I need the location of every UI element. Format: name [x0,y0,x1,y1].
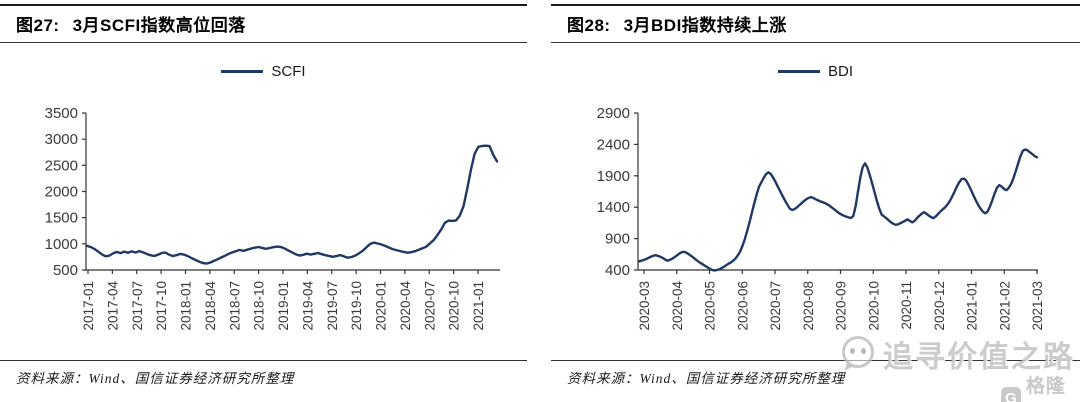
svg-text:2020-07: 2020-07 [422,281,437,331]
fig27-title: 图27: 3月SCFI指数高位回落 [16,11,246,36]
fig28-number: 图28: [567,16,611,35]
legend-line-icon [777,70,820,73]
svg-text:2018-07: 2018-07 [227,281,242,331]
svg-text:3500: 3500 [45,105,78,122]
svg-text:1500: 1500 [45,210,78,227]
bdi-line-chart: 400 900 1400 1900 2400 2900 2020-03 2020-04 2020… [597,105,1045,331]
title-underline-rule [551,42,1080,43]
svg-text:2017-07: 2017-07 [130,281,145,331]
scfi-legend-label: SCFI [271,63,306,80]
svg-text:3000: 3000 [45,131,78,148]
svg-text:2020-03: 2020-03 [637,281,652,331]
fig28-title: 图28: 3月BDI指数持续上涨 [567,11,787,36]
svg-text:2400: 2400 [597,136,630,153]
svg-text:2018-10: 2018-10 [252,281,267,331]
svg-text:400: 400 [605,262,630,279]
bdi-chart-area: 400 900 1400 1900 2400 2900 2020-03 2020-04 2020… [551,100,1080,358]
top-rule [0,4,527,6]
svg-text:2021-01: 2021-01 [471,281,486,331]
svg-text:2020-04: 2020-04 [670,281,685,331]
svg-text:2021-02: 2021-02 [997,281,1012,331]
svg-text:2019-10: 2019-10 [349,281,364,331]
svg-text:2020-12: 2020-12 [932,281,947,331]
gelonghui-g-icon: G [1001,387,1021,402]
panel-bdi: 图28: 3月BDI指数持续上涨 BDI 400 900 1400 1900 2400 29… [551,0,1080,402]
svg-text:2020-08: 2020-08 [801,281,816,331]
svg-text:2017-01: 2017-01 [81,281,96,331]
scfi-line-chart: 500 1000 1500 2000 2500 3000 3500 2017-01 2017-0… [45,105,500,331]
svg-text:900: 900 [605,231,630,248]
svg-text:2021-03: 2021-03 [1030,281,1045,331]
svg-text:2019-07: 2019-07 [325,281,340,331]
svg-text:2017-04: 2017-04 [105,281,120,331]
panel-scfi: 图27: 3月SCFI指数高位回落 SCFI 500 1000 1500 2000 250… [0,0,527,402]
legend-line-icon [221,70,264,73]
fig28-title-text: 3月BDI指数持续上涨 [623,16,787,35]
svg-text:2020-10: 2020-10 [447,281,462,331]
scfi-legend: SCFI [0,63,527,80]
bottom-rule [551,360,1080,361]
fig27-number: 图27: [16,16,60,35]
svg-text:1900: 1900 [597,168,630,185]
title-underline-rule [0,42,527,43]
svg-text:1400: 1400 [597,199,630,216]
svg-text:2020-11: 2020-11 [899,281,914,330]
scfi-chart-area: 500 1000 1500 2000 2500 3000 3500 2017-01 2017-0… [0,100,527,358]
svg-text:2900: 2900 [597,105,630,122]
gelonghui-logo-text: 格隆汇 [1025,376,1066,397]
svg-text:2020-04: 2020-04 [398,281,413,331]
svg-text:2000: 2000 [45,184,78,201]
svg-text:2019-01: 2019-01 [276,281,291,331]
svg-text:2020-06: 2020-06 [735,281,750,331]
svg-text:1000: 1000 [45,236,78,253]
svg-text:2017-10: 2017-10 [154,281,169,331]
svg-text:2020-01: 2020-01 [374,281,389,331]
top-rule [551,4,1080,6]
svg-text:2020-05: 2020-05 [703,281,718,331]
svg-text:2020-07: 2020-07 [768,281,783,331]
fig27-title-text: 3月SCFI指数高位回落 [72,16,246,35]
bdi-source-note: 资料来源：Wind、国信证券经济研究所整理 [567,371,846,386]
svg-text:2020-09: 2020-09 [834,281,849,331]
svg-text:2020-10: 2020-10 [866,281,881,331]
svg-text:2018-04: 2018-04 [203,281,218,331]
bottom-rule [0,360,527,361]
svg-text:2019-04: 2019-04 [300,281,315,331]
svg-text:2018-01: 2018-01 [179,281,194,331]
gelonghui-logo: G 格隆汇 [1001,371,1080,402]
svg-text:2500: 2500 [45,157,78,174]
bdi-legend-label: BDI [827,63,853,80]
svg-text:500: 500 [53,262,78,279]
scfi-source-note: 资料来源：Wind、国信证券经济研究所整理 [16,371,295,386]
svg-text:2021-01: 2021-01 [965,281,980,331]
bdi-legend: BDI [551,63,1080,80]
